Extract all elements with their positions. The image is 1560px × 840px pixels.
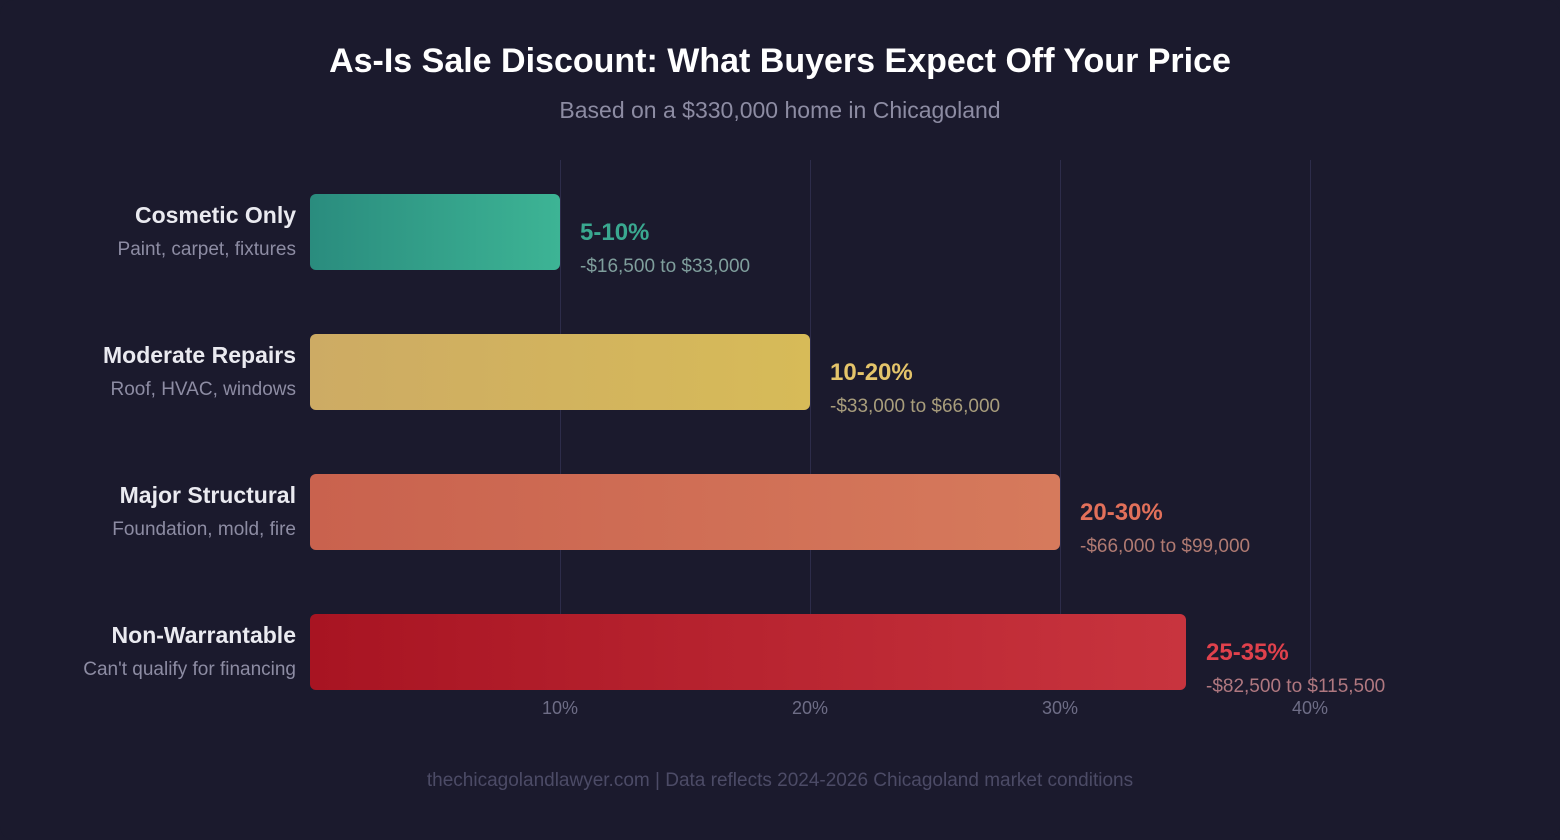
category-description: Roof, HVAC, windows [110,379,297,400]
x-tick-label: 30% [1041,698,1079,718]
source-footer: thechicagolandlawyer.com | Data reflects… [426,770,1134,791]
chart-subtitle: Based on a $330,000 home in Chicagoland [559,97,1001,123]
value-dollar-range: -$33,000 to $66,000 [830,396,1001,417]
bar-cosmetic [310,194,560,270]
gridline-40 [1310,160,1311,680]
category-name: Non-Warrantable [111,622,296,648]
category-description: Paint, carpet, fixtures [117,239,296,260]
gridline-10 [560,160,561,680]
x-tick-label: 20% [791,698,829,718]
gridline-20 [810,160,811,680]
x-tick-label: 10% [541,698,579,718]
category-name: Moderate Repairs [102,342,296,368]
bar-moderate [310,334,810,410]
value-dollar-range: -$16,500 to $33,000 [580,256,751,277]
category-name: Cosmetic Only [134,202,296,228]
value-percent: 20-30% [1080,499,1163,526]
category-description: Can't qualify for financing [83,659,296,680]
value-percent: 5-10% [580,219,650,246]
value-dollar-range: -$82,500 to $115,500 [1206,676,1386,697]
value-dollar-range: -$66,000 to $99,000 [1080,536,1251,557]
gridline-30 [1060,160,1061,680]
bar-nonwarrantable [310,614,1186,690]
category-name: Major Structural [119,482,296,508]
value-percent: 25-35% [1206,639,1289,666]
value-percent: 10-20% [830,359,913,386]
x-tick-label: 40% [1291,698,1329,718]
chart-title: As-Is Sale Discount: What Buyers Expect … [329,42,1231,80]
bar-major [310,474,1060,550]
category-description: Foundation, mold, fire [112,519,296,540]
